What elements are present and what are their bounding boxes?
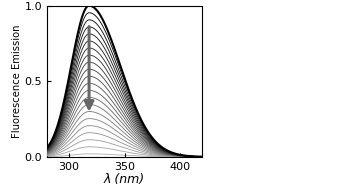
Y-axis label: Fluorescence Emission: Fluorescence Emission <box>12 25 22 138</box>
X-axis label: λ (nm): λ (nm) <box>104 173 145 186</box>
